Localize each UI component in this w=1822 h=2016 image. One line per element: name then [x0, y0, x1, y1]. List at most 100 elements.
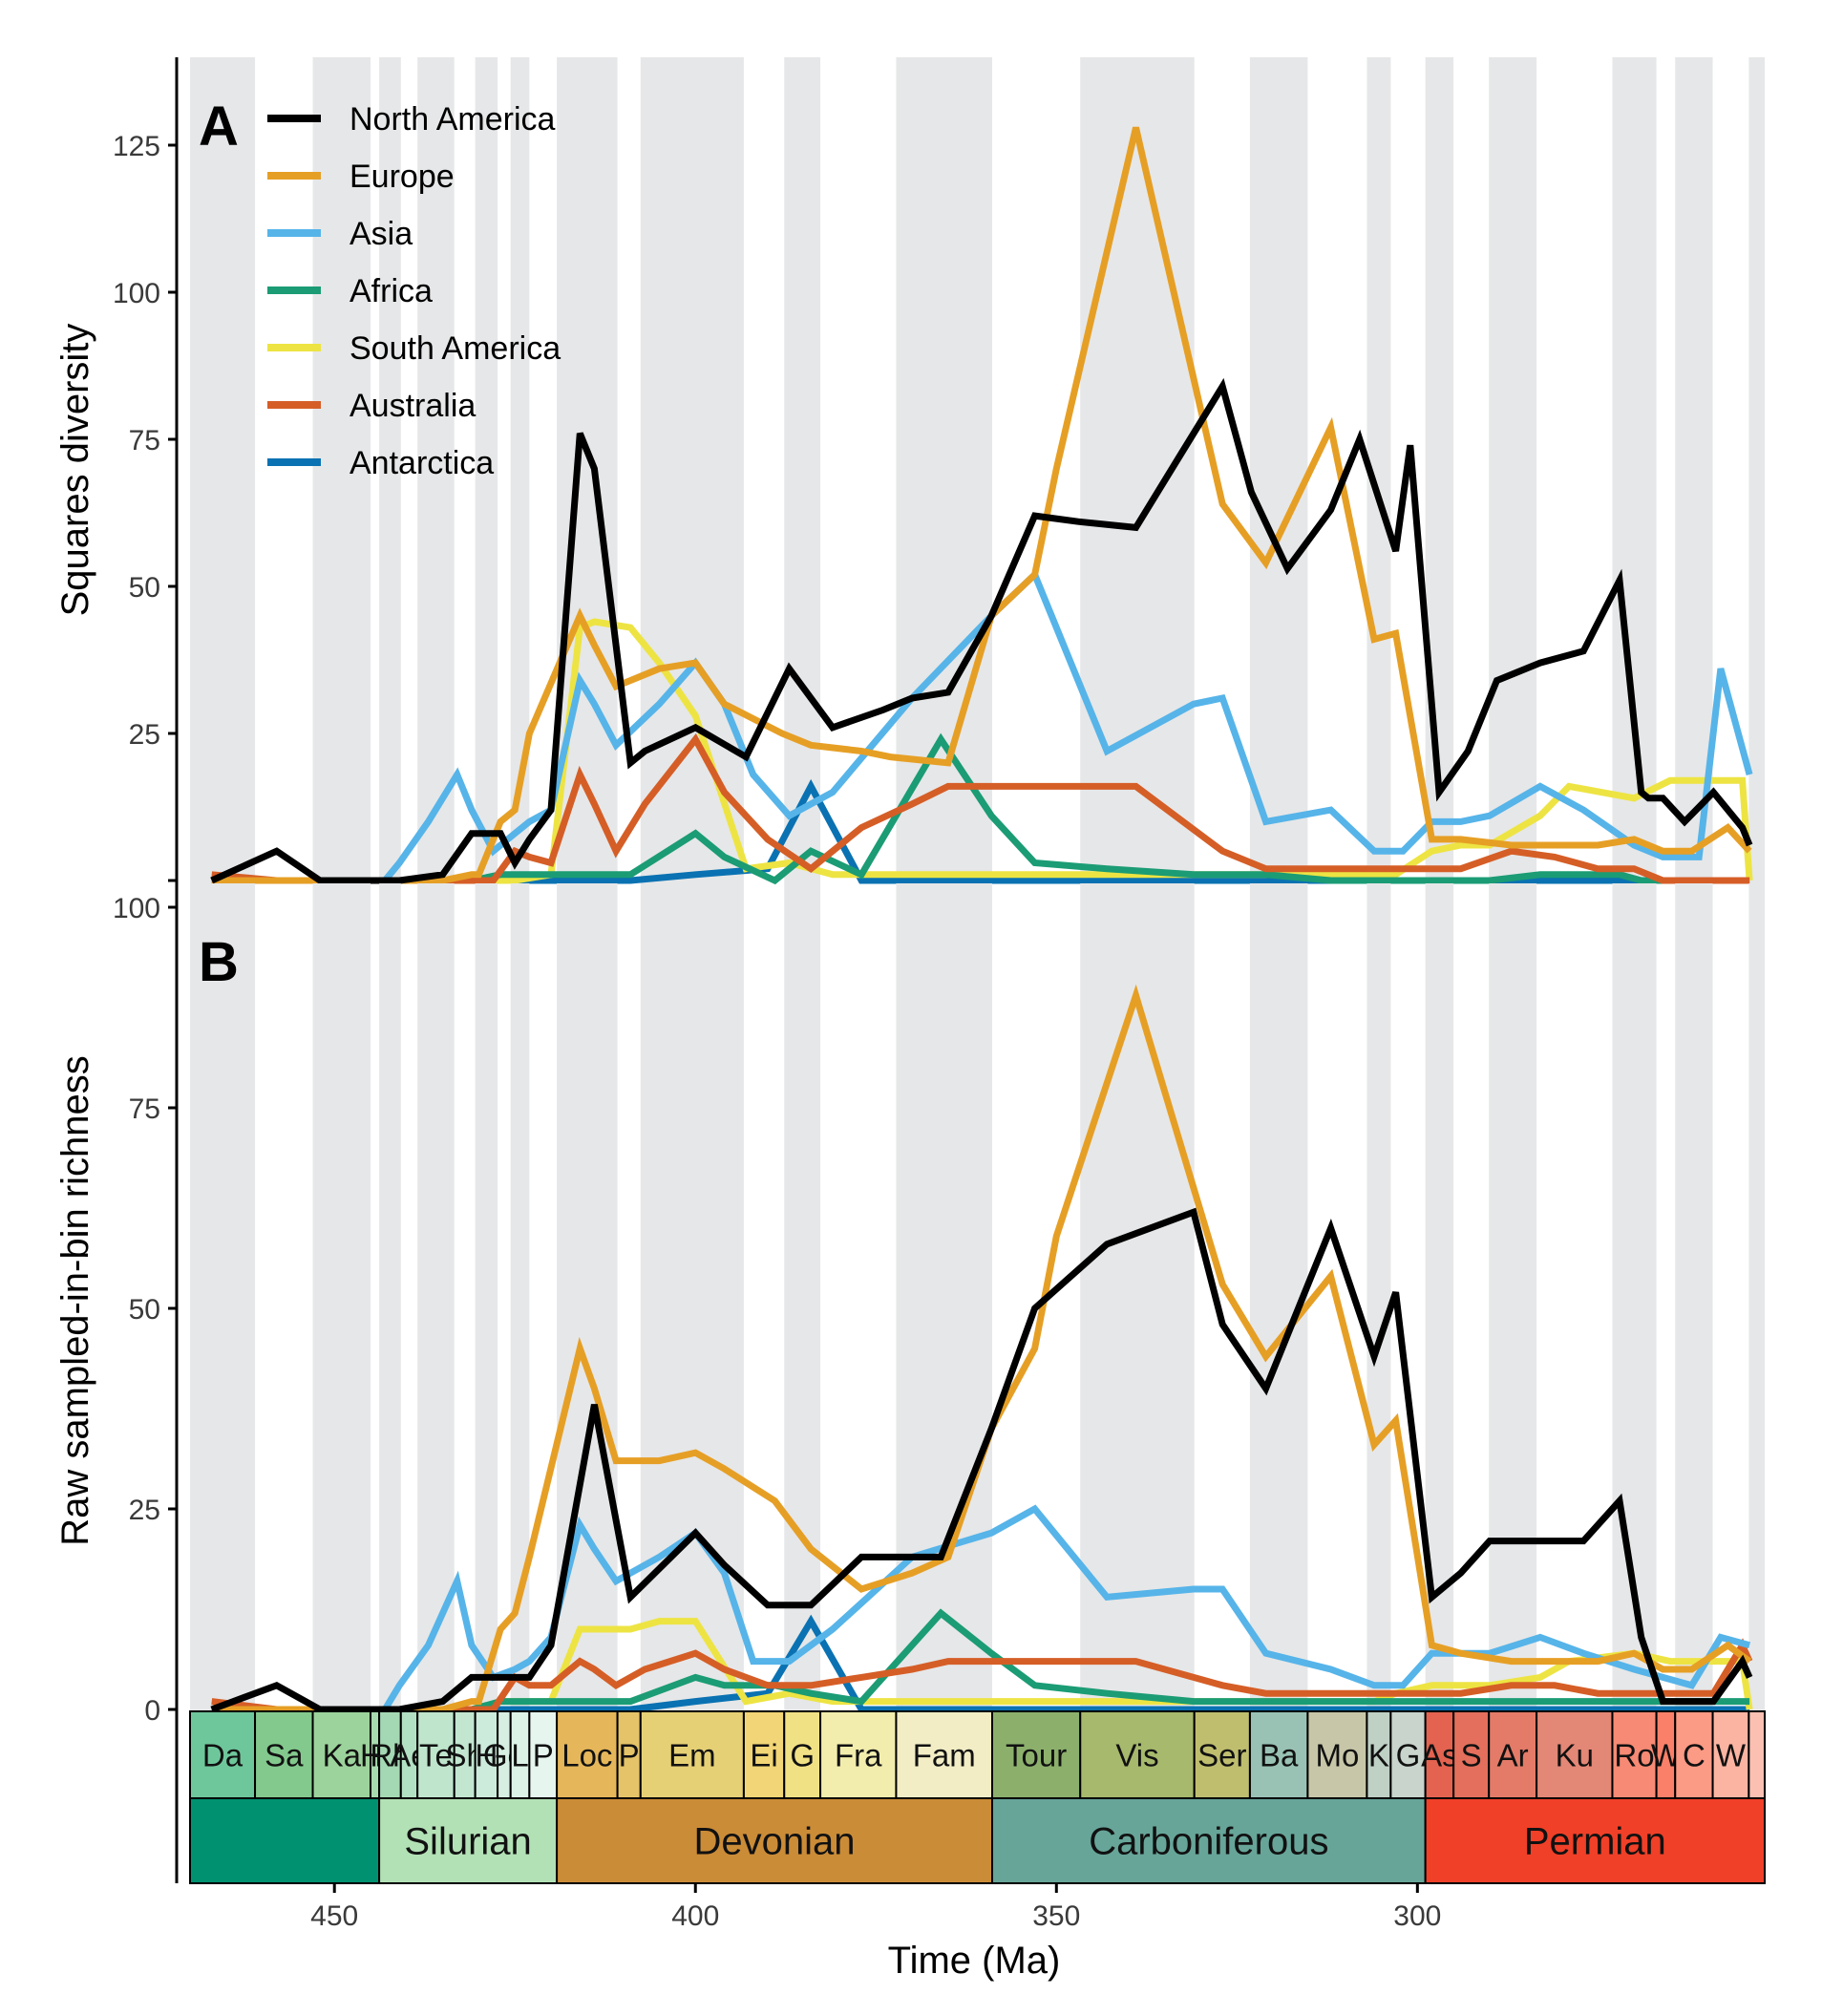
stage-label: G [790, 1738, 815, 1773]
panel-label-a: A [199, 95, 239, 158]
period-box [189, 1797, 381, 1884]
stage-band [379, 57, 401, 883]
stage-label: Ba [1260, 1738, 1299, 1773]
series-line-australia [211, 1638, 1753, 1713]
stage-label: Em [668, 1738, 716, 1773]
stage-label: Ei [750, 1738, 777, 1773]
legend-label: Asia [350, 216, 413, 252]
stage-label: H [475, 1738, 498, 1773]
stage-label: Sa [265, 1738, 304, 1773]
series-line-north-america [210, 377, 1753, 884]
series-lines-a [210, 126, 1753, 885]
stage-label: L [511, 1738, 528, 1773]
stage-box [556, 1710, 619, 1799]
series-line-europe [211, 984, 1752, 1713]
series-line-asia [211, 1504, 1751, 1713]
stage-label: As [1421, 1738, 1458, 1773]
period-label: Silurian [404, 1821, 531, 1863]
stage-box [895, 1710, 993, 1799]
stage-label: Vis [1115, 1738, 1158, 1773]
y-axis-title-a: Squares diversity [54, 324, 96, 617]
stage-label: Mo [1315, 1738, 1359, 1773]
period-label: Permian [1524, 1821, 1666, 1863]
legend-label: Antarctica [350, 445, 494, 481]
stage-label: Ar [1497, 1738, 1529, 1773]
legend-label: North America [350, 101, 555, 138]
stage-band [1489, 57, 1537, 883]
stage-band [1366, 883, 1391, 1711]
stage-box [254, 1710, 314, 1799]
y-tick-label: 100 [113, 893, 160, 924]
series-line-asia [211, 568, 1753, 884]
stage-band [784, 883, 821, 1711]
stage-label: Da [202, 1738, 244, 1773]
period-row: Silurian Devonian Carboniferous Permian [189, 1797, 1766, 1884]
stage-box [819, 1710, 898, 1799]
stage-band [417, 883, 455, 1711]
stage-label: Fra [835, 1738, 882, 1773]
stage-band [896, 883, 992, 1711]
stage-box [990, 1710, 1082, 1799]
stage-box [1452, 1710, 1491, 1799]
legend-label: South America [350, 330, 561, 367]
stage-band [510, 883, 530, 1711]
period-box [990, 1797, 1427, 1884]
x-tick-label: 350 [1032, 1900, 1080, 1932]
legend: North America Europe Asia Africa South Ameri… [267, 101, 561, 481]
stage-band [784, 57, 821, 883]
panel-label-b: B [199, 931, 239, 993]
stage-band [1748, 57, 1765, 883]
x-tick-label: 450 [310, 1900, 358, 1932]
stage-band [510, 57, 530, 883]
panel-a: 25 50 75 100 125 A Squares diversity North A… [54, 57, 1765, 885]
x-tick-label: 300 [1393, 1900, 1441, 1932]
y-tick-label: 75 [129, 1093, 160, 1125]
stage-box [742, 1710, 786, 1799]
stage-band [475, 883, 498, 1711]
y-tick-label: 25 [129, 719, 160, 751]
stage-box [1711, 1710, 1750, 1799]
stage-box [1488, 1710, 1538, 1799]
stage-box [1748, 1710, 1766, 1799]
stage-label: W [1716, 1738, 1747, 1773]
stage-label: P [533, 1738, 554, 1773]
series-line-europe [211, 126, 1752, 884]
period-label: Carboniferous [1089, 1821, 1328, 1863]
stage-label: G [1396, 1738, 1421, 1773]
stage-label: Ro [1614, 1738, 1654, 1773]
y-tick-label: 25 [129, 1495, 160, 1526]
y-tick-label: 50 [129, 572, 160, 604]
x-ticks: 450 400 350 300 [310, 1883, 1441, 1932]
y-tick-label: 75 [129, 425, 160, 456]
x-tick-label: 400 [671, 1900, 719, 1932]
stage-label: Te [419, 1738, 453, 1773]
period-box [378, 1797, 559, 1884]
stage-label: S [1461, 1738, 1482, 1773]
legend-label: Africa [350, 273, 433, 309]
period-label: Devonian [694, 1821, 856, 1863]
series-line-north-america [210, 1207, 1753, 1713]
stage-label: K [1368, 1738, 1389, 1773]
y-ticks-a: 25 50 75 100 125 [113, 131, 177, 882]
stage-band [1080, 57, 1195, 883]
stage-box [1193, 1710, 1251, 1799]
y-tick-label: 125 [113, 131, 160, 162]
stage-label: Loc [561, 1738, 612, 1773]
stage-band [640, 57, 744, 883]
x-axis-title: Time (Ma) [888, 1940, 1061, 1982]
stage-band [1748, 883, 1765, 1711]
period-box [1424, 1797, 1766, 1884]
stage-label: Ser [1197, 1738, 1246, 1773]
series-line-australia [211, 732, 1750, 884]
stage-band [190, 57, 256, 883]
panel-b: 0 25 50 75 100 B Raw sampled-in-bin richness [54, 883, 1765, 1883]
stage-band [475, 57, 498, 883]
y-tick-label: 100 [113, 278, 160, 309]
stage-band [1489, 883, 1537, 1711]
stage-label: Ku [1556, 1738, 1594, 1773]
stage-band [1080, 883, 1195, 1711]
legend-label: Europe [350, 159, 455, 195]
stage-band [1675, 57, 1713, 883]
